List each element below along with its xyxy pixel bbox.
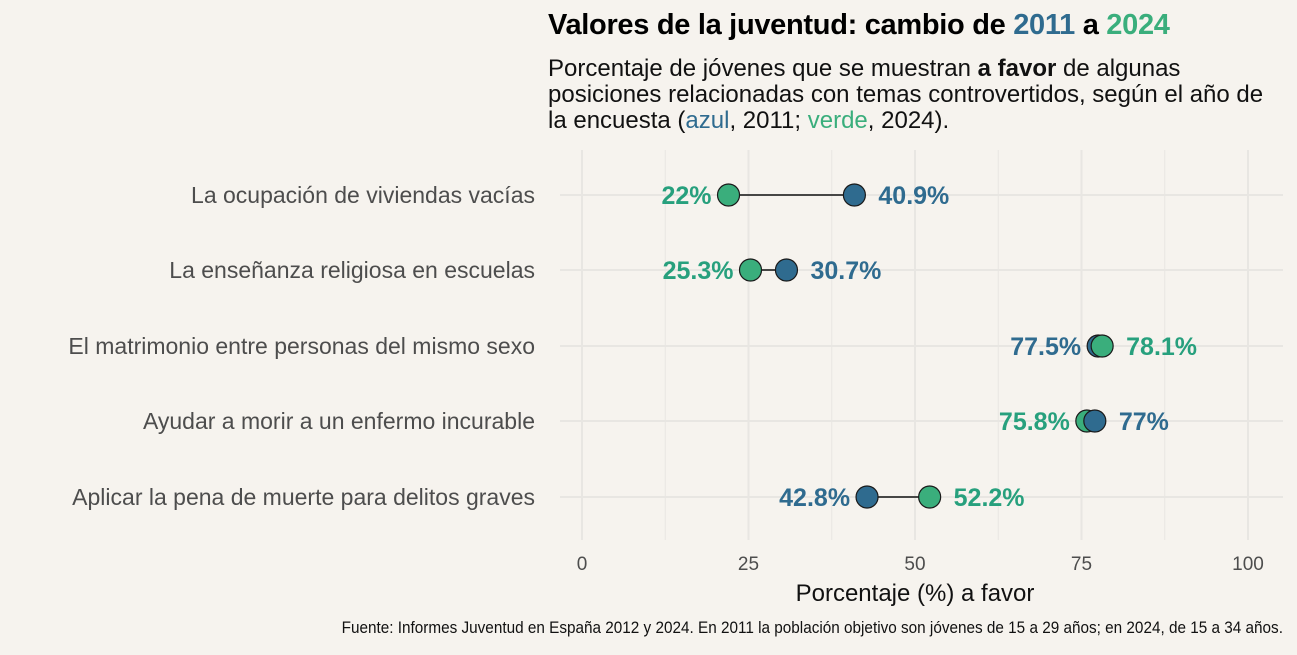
chart-subtitle: Porcentaje de jóvenes que se muestran a …	[548, 56, 1278, 134]
data-labels: 22% 40.9% 25.3% 30.7% 77.5% 78.1% 75.8% 77% 42.8…	[661, 182, 1197, 512]
x-axis-ticks: 0 25 50 75 100	[577, 554, 1264, 575]
subtitle-bold: a favor	[977, 55, 1057, 82]
subtitle-blue-word: azul	[685, 107, 730, 134]
subtitle-part2: de algunas posiciones relacionadas con t…	[548, 55, 1264, 134]
category-label: La enseñanza religiosa en escuelas	[169, 257, 535, 283]
subtitle-green-word: verde	[807, 107, 868, 134]
x-tick-label: 50	[904, 554, 925, 575]
data-label-2024: 52.2%	[954, 484, 1025, 512]
title-year-2024: 2024	[1106, 9, 1170, 41]
data-label-2024: 78.1%	[1126, 333, 1197, 361]
data-label-2011: 42.8%	[779, 484, 850, 512]
title-prefix: Valores de la juventud: cambio de	[548, 9, 1014, 41]
x-tick-label: 75	[1071, 554, 1092, 575]
point-2011	[855, 485, 879, 509]
data-label-2011: 77%	[1119, 408, 1169, 436]
category-label: Ayudar a morir a un enfermo incurable	[143, 408, 535, 434]
category-label: La ocupación de viviendas vacías	[191, 182, 535, 208]
subtitle-part1: Porcentaje de jóvenes que se muestran	[548, 55, 978, 82]
source-caption: Fuente: Informes Juventud en España 2012…	[341, 618, 1283, 637]
title-connector: a	[1074, 9, 1107, 41]
data-label-2011: 40.9%	[878, 182, 949, 210]
points	[716, 183, 1114, 509]
category-label: El matrimonio entre personas del mismo s…	[68, 333, 535, 359]
point-2024	[716, 183, 741, 207]
point-2024	[1090, 334, 1114, 358]
x-tick-label: 25	[738, 554, 759, 575]
title-year-2011: 2011	[1013, 9, 1075, 41]
point-2011	[1083, 409, 1107, 433]
x-tick-label: 100	[1232, 554, 1264, 575]
category-label: Aplicar la pena de muerte para delitos g…	[72, 484, 535, 510]
data-label-2011: 77.5%	[1010, 333, 1081, 361]
data-label-2011: 30.7%	[810, 257, 881, 285]
point-2024	[738, 258, 763, 282]
subtitle-part3: , 2011;	[729, 107, 808, 134]
point-2011	[842, 183, 866, 207]
title-block: Valores de la juventud: cambio de 2011 a…	[548, 6, 1288, 134]
point-2024	[918, 485, 942, 509]
chart-title: Valores de la juventud: cambio de 2011 a…	[548, 6, 1288, 44]
point-2011	[774, 258, 799, 282]
data-label-2024: 22%	[661, 182, 711, 210]
x-tick-label: 0	[577, 554, 588, 575]
x-axis-label: Porcentaje (%) a favor	[796, 580, 1035, 607]
data-label-2024: 25.3%	[663, 257, 734, 285]
data-label-2024: 75.8%	[999, 408, 1070, 436]
subtitle-part4: , 2024).	[867, 107, 950, 134]
y-axis-labels: La ocupación de viviendas vacías La enseñ…	[68, 182, 535, 510]
